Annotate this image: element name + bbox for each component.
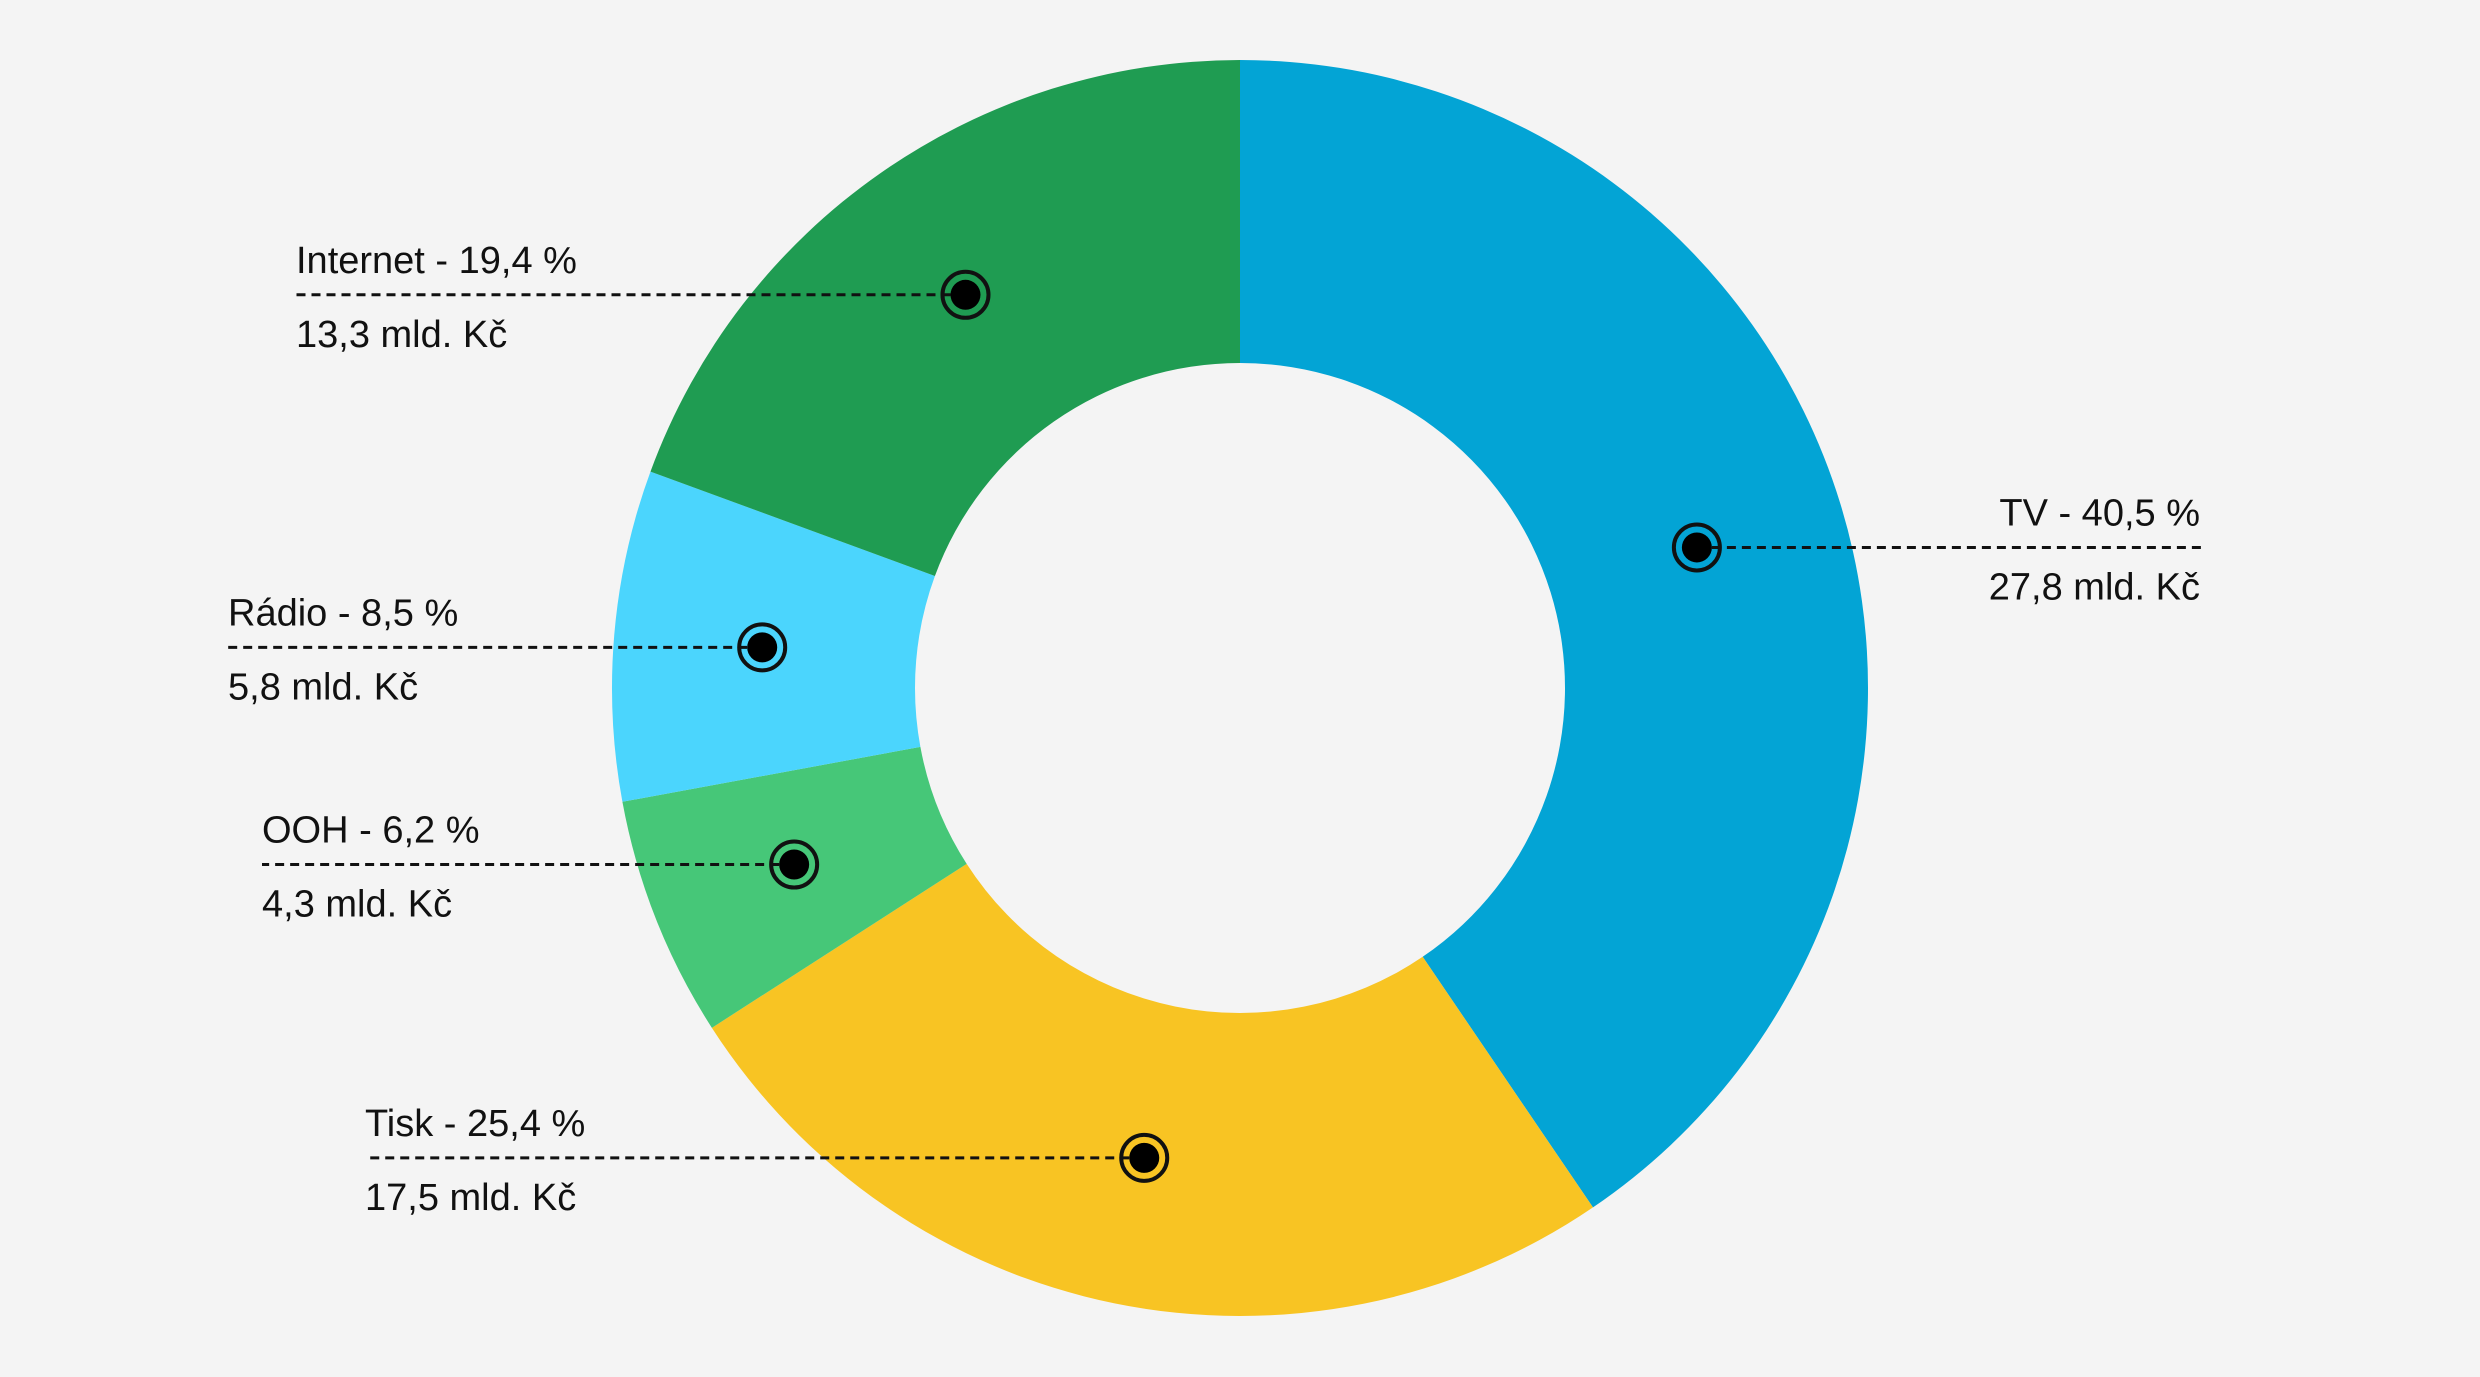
marker-dot: [747, 632, 778, 663]
slice-value-label: 5,8 mld. Kč: [228, 666, 418, 708]
slice-tisk: [711, 863, 1593, 1316]
slice-tv: [1240, 60, 1869, 1208]
marker-ring: [1671, 522, 1722, 573]
slice-label: Rádio - 8,5 %: [228, 592, 458, 634]
slice-value-label: 17,5 mld. Kč: [365, 1177, 576, 1219]
slice-rádio: [612, 471, 935, 802]
callout-tv: TV - 40,5 % 27,8 mld. Kč: [1671, 492, 2202, 608]
slice-internet: [650, 60, 1240, 576]
slice-label: TV - 40,5 %: [1999, 492, 2200, 534]
marker-ring: [769, 839, 820, 890]
callout-internet: Internet - 19,4 % 13,3 mld. Kč: [296, 240, 991, 356]
slice-value-label: 13,3 mld. Kč: [296, 314, 507, 356]
callouts: TV - 40,5 % 27,8 mld. Kč Tisk - 25,4 % 17,5…: [228, 240, 2202, 1219]
slice-value-label: 27,8 mld. Kč: [1989, 566, 2200, 608]
callout-rádio: Rádio - 8,5 % 5,8 mld. Kč: [228, 592, 788, 708]
marker-dot: [1681, 532, 1712, 563]
marker-ring: [1119, 1132, 1170, 1183]
donut-slices: [612, 60, 1869, 1316]
slice-label: OOH - 6,2 %: [262, 810, 480, 852]
slice-value-label: 4,3 mld. Kč: [262, 884, 452, 926]
marker-ring: [737, 622, 788, 673]
slice-label: Internet - 19,4 %: [296, 240, 577, 282]
marker-ring: [940, 269, 991, 320]
marker-dot: [779, 849, 810, 880]
callout-ooh: OOH - 6,2 % 4,3 mld. Kč: [262, 810, 820, 926]
callout-tisk: Tisk - 25,4 % 17,5 mld. Kč: [365, 1103, 1170, 1219]
slice-label: Tisk - 25,4 %: [365, 1103, 585, 1145]
marker-dot: [950, 279, 981, 310]
marker-dot: [1129, 1142, 1160, 1173]
